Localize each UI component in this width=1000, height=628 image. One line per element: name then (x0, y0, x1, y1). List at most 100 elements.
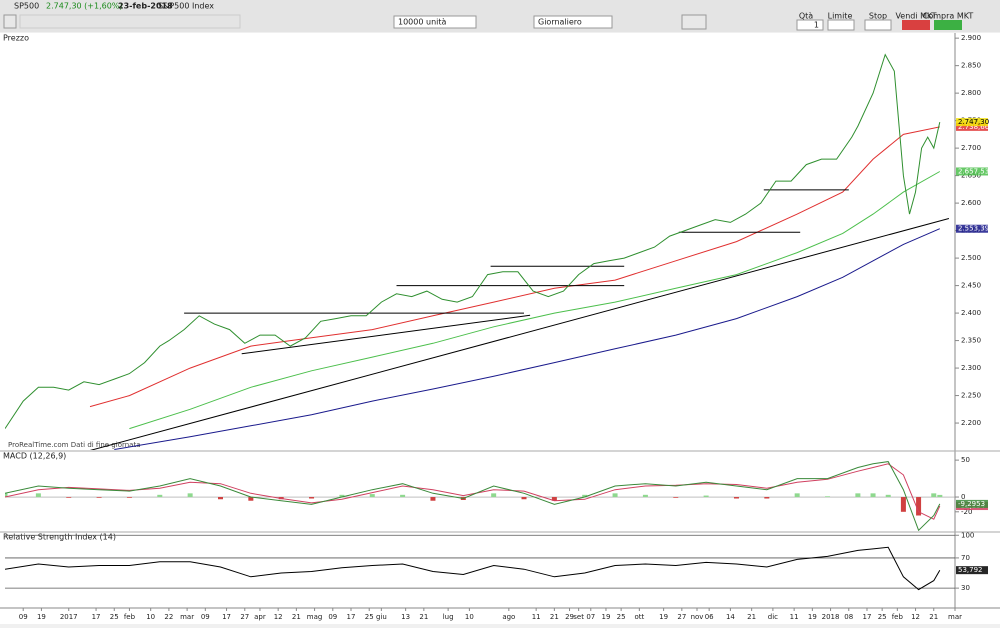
value-label-box (956, 167, 988, 176)
instrument-name: S&P500 Index (158, 2, 214, 11)
x-tick-label: giu (376, 613, 387, 621)
y-tick-label: 2.700 (961, 144, 981, 152)
value-label: -9,2953 (958, 500, 985, 508)
histogram-bar (885, 494, 891, 498)
x-tick-label: 25 (878, 613, 887, 621)
x-tick-label: 09 (328, 613, 337, 621)
y-tick-label: 2.250 (961, 392, 981, 400)
qty-input[interactable] (796, 19, 824, 31)
y-tick-label: 2.600 (961, 199, 981, 207)
panel-title: MACD (12,26,9) (3, 452, 66, 461)
x-tick-label: 06 (705, 613, 714, 621)
histogram-bar (430, 497, 436, 501)
x-tick-label: 17 (863, 613, 872, 621)
histogram-bar (931, 493, 937, 498)
value-label-box (956, 566, 988, 575)
panel-title: Relative Strength Index (14) (3, 533, 116, 542)
value-label-box (956, 118, 988, 127)
x-tick-label: 21 (292, 613, 301, 621)
x-tick-label: 2018 (822, 613, 840, 621)
x-tick-label: 25 (110, 613, 119, 621)
histogram-bar (582, 494, 588, 498)
histogram-bar (217, 497, 223, 500)
histogram-bar (870, 493, 876, 498)
x-tick-label: 12 (911, 613, 920, 621)
value-label-box (956, 224, 988, 233)
histogram-bar (612, 493, 618, 498)
value-label: 2.738,66 (958, 123, 990, 131)
qty-label: Qtà (799, 12, 813, 21)
x-tick-label: nov (691, 613, 704, 621)
x-tick-label: 11 (532, 613, 541, 621)
x-tick-label: 19 (37, 613, 46, 621)
x-tick-label: 07 (586, 613, 595, 621)
x-tick-label: 11 (790, 613, 799, 621)
series-line (5, 461, 941, 531)
histogram-bar (642, 494, 648, 498)
stop-input[interactable] (864, 19, 892, 31)
y-tick-label: 2.400 (961, 309, 981, 317)
x-tick-label: feb (124, 613, 136, 621)
chart-type-button[interactable] (681, 14, 707, 30)
x-tick-label: 10 (146, 613, 155, 621)
x-tick-label: apr (254, 613, 266, 621)
series-line (5, 53, 941, 429)
y-tick-label: 70 (961, 554, 970, 562)
buy-button[interactable] (934, 20, 962, 30)
x-tick-label: lug (443, 613, 454, 621)
units-select[interactable] (393, 15, 477, 29)
period-select[interactable] (533, 15, 613, 29)
value-label: 2.657,53 (958, 167, 989, 175)
histogram-bar (733, 497, 739, 499)
x-tick-label: 29 (565, 613, 574, 621)
y-tick-label: 0 (961, 493, 965, 501)
series-line (5, 463, 941, 520)
histogram-bar (126, 497, 132, 498)
x-tick-label: 21 (550, 613, 559, 621)
y-tick-label: 50 (961, 456, 970, 464)
value-label-box (956, 499, 988, 508)
data-source: ProRealTime.com Dati di fine giornata (8, 441, 141, 449)
x-tick-label: 09 (19, 613, 28, 621)
x-tick-label: 19 (808, 613, 817, 621)
x-tick-label: 08 (844, 613, 853, 621)
y-tick-label: 2.800 (961, 89, 981, 97)
x-tick-label: ott (634, 613, 644, 621)
histogram-bar (521, 497, 527, 500)
histogram-bar (491, 493, 497, 498)
histogram-bar (66, 497, 72, 498)
histogram-bar (157, 494, 163, 498)
y-tick-label: 2.900 (961, 34, 981, 42)
x-tick-label: 09 (201, 613, 210, 621)
histogram-bar (400, 494, 406, 498)
x-tick-label: 12 (274, 613, 283, 621)
x-tick-label: 21 (419, 613, 428, 621)
x-tick-label: 19 (659, 613, 668, 621)
x-tick-label: mag (307, 613, 323, 621)
period: Giornaliero (538, 18, 582, 27)
panel-title: Prezzo (3, 34, 29, 43)
histogram-bar (551, 497, 557, 501)
limit-input[interactable] (827, 19, 855, 31)
x-tick-label: 13 (401, 613, 410, 621)
plot (5, 461, 955, 531)
histogram-bar (703, 495, 709, 498)
tool-button[interactable] (3, 14, 17, 29)
sell-button[interactable] (902, 20, 930, 30)
x-tick-label: dic (768, 613, 778, 621)
x-tick-label: 2017 (60, 613, 78, 621)
histogram-bar (187, 493, 193, 498)
units: 10000 unità (398, 18, 446, 27)
y-tick-label: 2.300 (961, 364, 981, 372)
drawing-tools[interactable] (19, 14, 241, 29)
y-tick-label: -20 (961, 508, 972, 516)
y-tick-label: 2.500 (961, 254, 981, 262)
histogram-bar (673, 497, 679, 498)
histogram-bar (916, 497, 922, 516)
x-tick-label: mar (180, 613, 194, 621)
last-price: 2.747,30 (+1,60%) (46, 2, 123, 11)
buy-label: Compra MKT (923, 12, 974, 21)
date: 23-feb-2018 (118, 2, 173, 11)
value-label-box (956, 122, 988, 131)
